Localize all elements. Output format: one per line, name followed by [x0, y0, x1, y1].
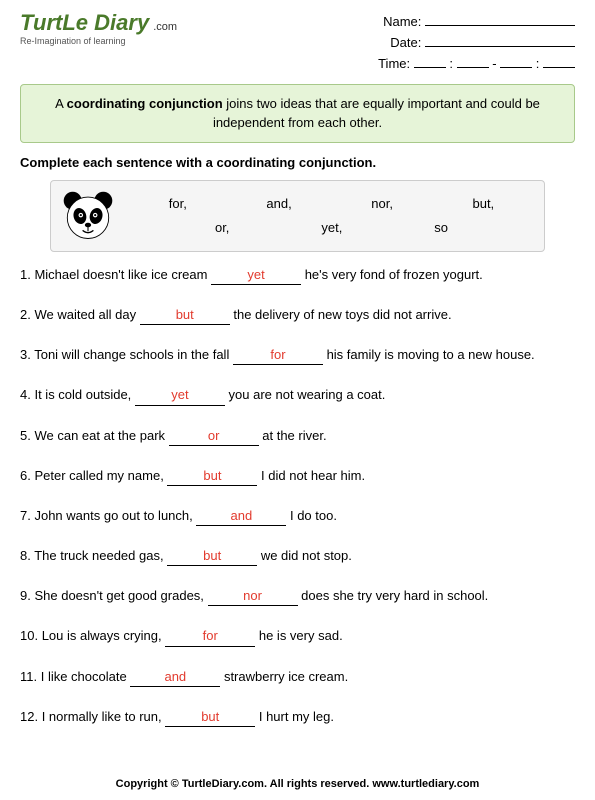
time-m1[interactable] — [457, 67, 489, 68]
time-h2[interactable] — [500, 67, 532, 68]
question-pre: We can eat at the park — [34, 428, 168, 443]
question-post: I hurt my leg. — [255, 709, 334, 724]
question-item: 1. Michael doesn't like ice cream yet he… — [20, 266, 575, 285]
question-pre: The truck needed gas, — [34, 548, 167, 563]
date-field: Date: — [378, 33, 575, 54]
answer-blank[interactable]: but — [167, 467, 257, 486]
question-post: does she try very hard in school. — [298, 588, 489, 603]
question-post: you are not wearing a coat. — [225, 387, 385, 402]
question-post: the delivery of new toys did not arrive. — [230, 307, 452, 322]
bank-row-1: for, and, nor, but, — [129, 192, 534, 215]
answer-blank[interactable]: for — [233, 346, 323, 365]
bank-word: for, — [169, 192, 187, 215]
answer-blank[interactable]: and — [130, 668, 220, 687]
word-bank-words: for, and, nor, but, or, yet, so — [129, 192, 534, 239]
question-item: 9. She doesn't get good grades, nor does… — [20, 587, 575, 606]
question-pre: John wants go out to lunch, — [34, 508, 196, 523]
answer-blank[interactable]: for — [165, 627, 255, 646]
question-item: 8. The truck needed gas, but we did not … — [20, 547, 575, 566]
question-post: his family is moving to a new house. — [323, 347, 535, 362]
question-item: 3. Toni will change schools in the fall … — [20, 346, 575, 365]
question-pre: I normally like to run, — [42, 709, 166, 724]
question-number: 10. — [20, 628, 42, 643]
question-pre: Michael doesn't like ice cream — [34, 267, 211, 282]
bank-word: so — [434, 216, 448, 239]
question-number: 7. — [20, 508, 34, 523]
time-field: Time: : - : — [378, 54, 575, 75]
question-pre: We waited all day — [34, 307, 139, 322]
question-number: 6. — [20, 468, 34, 483]
question-item: 4. It is cold outside, yet you are not w… — [20, 386, 575, 405]
bank-word: or, — [215, 216, 229, 239]
question-item: 7. John wants go out to lunch, and I do … — [20, 507, 575, 526]
logo: TurtLe Diary .com Re-Imagination of learn… — [20, 12, 177, 46]
questions-list: 1. Michael doesn't like ice cream yet he… — [20, 266, 575, 727]
question-post: at the river. — [259, 428, 327, 443]
question-post: I did not hear him. — [257, 468, 365, 483]
question-item: 11. I like chocolate and strawberry ice … — [20, 668, 575, 687]
question-post: I do too. — [286, 508, 337, 523]
question-item: 10. Lou is always crying, for he is very… — [20, 627, 575, 646]
question-number: 3. — [20, 347, 34, 362]
question-post: he is very sad. — [255, 628, 342, 643]
question-item: 12. I normally like to run, but I hurt m… — [20, 708, 575, 727]
time-m2[interactable] — [543, 67, 575, 68]
answer-blank[interactable]: or — [169, 427, 259, 446]
answer-blank[interactable]: and — [196, 507, 286, 526]
question-item: 5. We can eat at the park or at the rive… — [20, 427, 575, 446]
question-number: 5. — [20, 428, 34, 443]
question-number: 8. — [20, 548, 34, 563]
definition-box: A coordinating conjunction joins two ide… — [20, 84, 575, 142]
answer-blank[interactable]: yet — [135, 386, 225, 405]
question-pre: It is cold outside, — [34, 387, 134, 402]
question-item: 2. We waited all day but the delivery of… — [20, 306, 575, 325]
bank-word: yet, — [321, 216, 342, 239]
date-blank[interactable] — [425, 46, 575, 47]
bank-word: nor, — [371, 192, 393, 215]
bank-word: and, — [266, 192, 291, 215]
definition-pre: A — [55, 96, 67, 111]
header: TurtLe Diary .com Re-Imagination of learn… — [20, 12, 575, 74]
question-post: we did not stop. — [257, 548, 352, 563]
bank-word: but, — [472, 192, 494, 215]
name-blank[interactable] — [425, 25, 575, 26]
question-pre: Peter called my name, — [34, 468, 167, 483]
answer-blank[interactable]: yet — [211, 266, 301, 285]
question-number: 1. — [20, 267, 34, 282]
logo-text: TurtLe Diary .com — [20, 12, 177, 34]
question-post: strawberry ice cream. — [220, 669, 348, 684]
footer-copyright: Copyright © TurtleDiary.com. All rights … — [0, 778, 595, 790]
logo-tagline: Re-Imagination of learning — [20, 36, 177, 46]
answer-blank[interactable]: but — [167, 547, 257, 566]
panda-icon — [61, 189, 115, 243]
question-number: 11. — [20, 669, 41, 684]
question-number: 2. — [20, 307, 34, 322]
answer-blank[interactable]: nor — [208, 587, 298, 606]
info-fields: Name: Date: Time: : - : — [378, 12, 575, 74]
bank-row-2: or, yet, so — [129, 216, 534, 239]
instruction: Complete each sentence with a coordinati… — [20, 155, 575, 170]
answer-blank[interactable]: but — [165, 708, 255, 727]
question-pre: She doesn't get good grades, — [34, 588, 207, 603]
definition-post: joins two ideas that are equally importa… — [213, 96, 540, 129]
question-item: 6. Peter called my name, but I did not h… — [20, 467, 575, 486]
question-post: he's very fond of frozen yogurt. — [301, 267, 483, 282]
question-pre: Lou is always crying, — [42, 628, 166, 643]
question-number: 12. — [20, 709, 42, 724]
question-pre: Toni will change schools in the fall — [34, 347, 233, 362]
answer-blank[interactable]: but — [140, 306, 230, 325]
definition-bold: coordinating conjunction — [67, 96, 223, 111]
name-field: Name: — [378, 12, 575, 33]
question-number: 4. — [20, 387, 34, 402]
word-bank: for, and, nor, but, or, yet, so — [50, 180, 545, 252]
question-number: 9. — [20, 588, 34, 603]
logo-dotcom: .com — [153, 21, 177, 33]
question-pre: I like chocolate — [41, 669, 131, 684]
logo-main: TurtLe Diary — [20, 10, 149, 35]
time-h1[interactable] — [414, 67, 446, 68]
